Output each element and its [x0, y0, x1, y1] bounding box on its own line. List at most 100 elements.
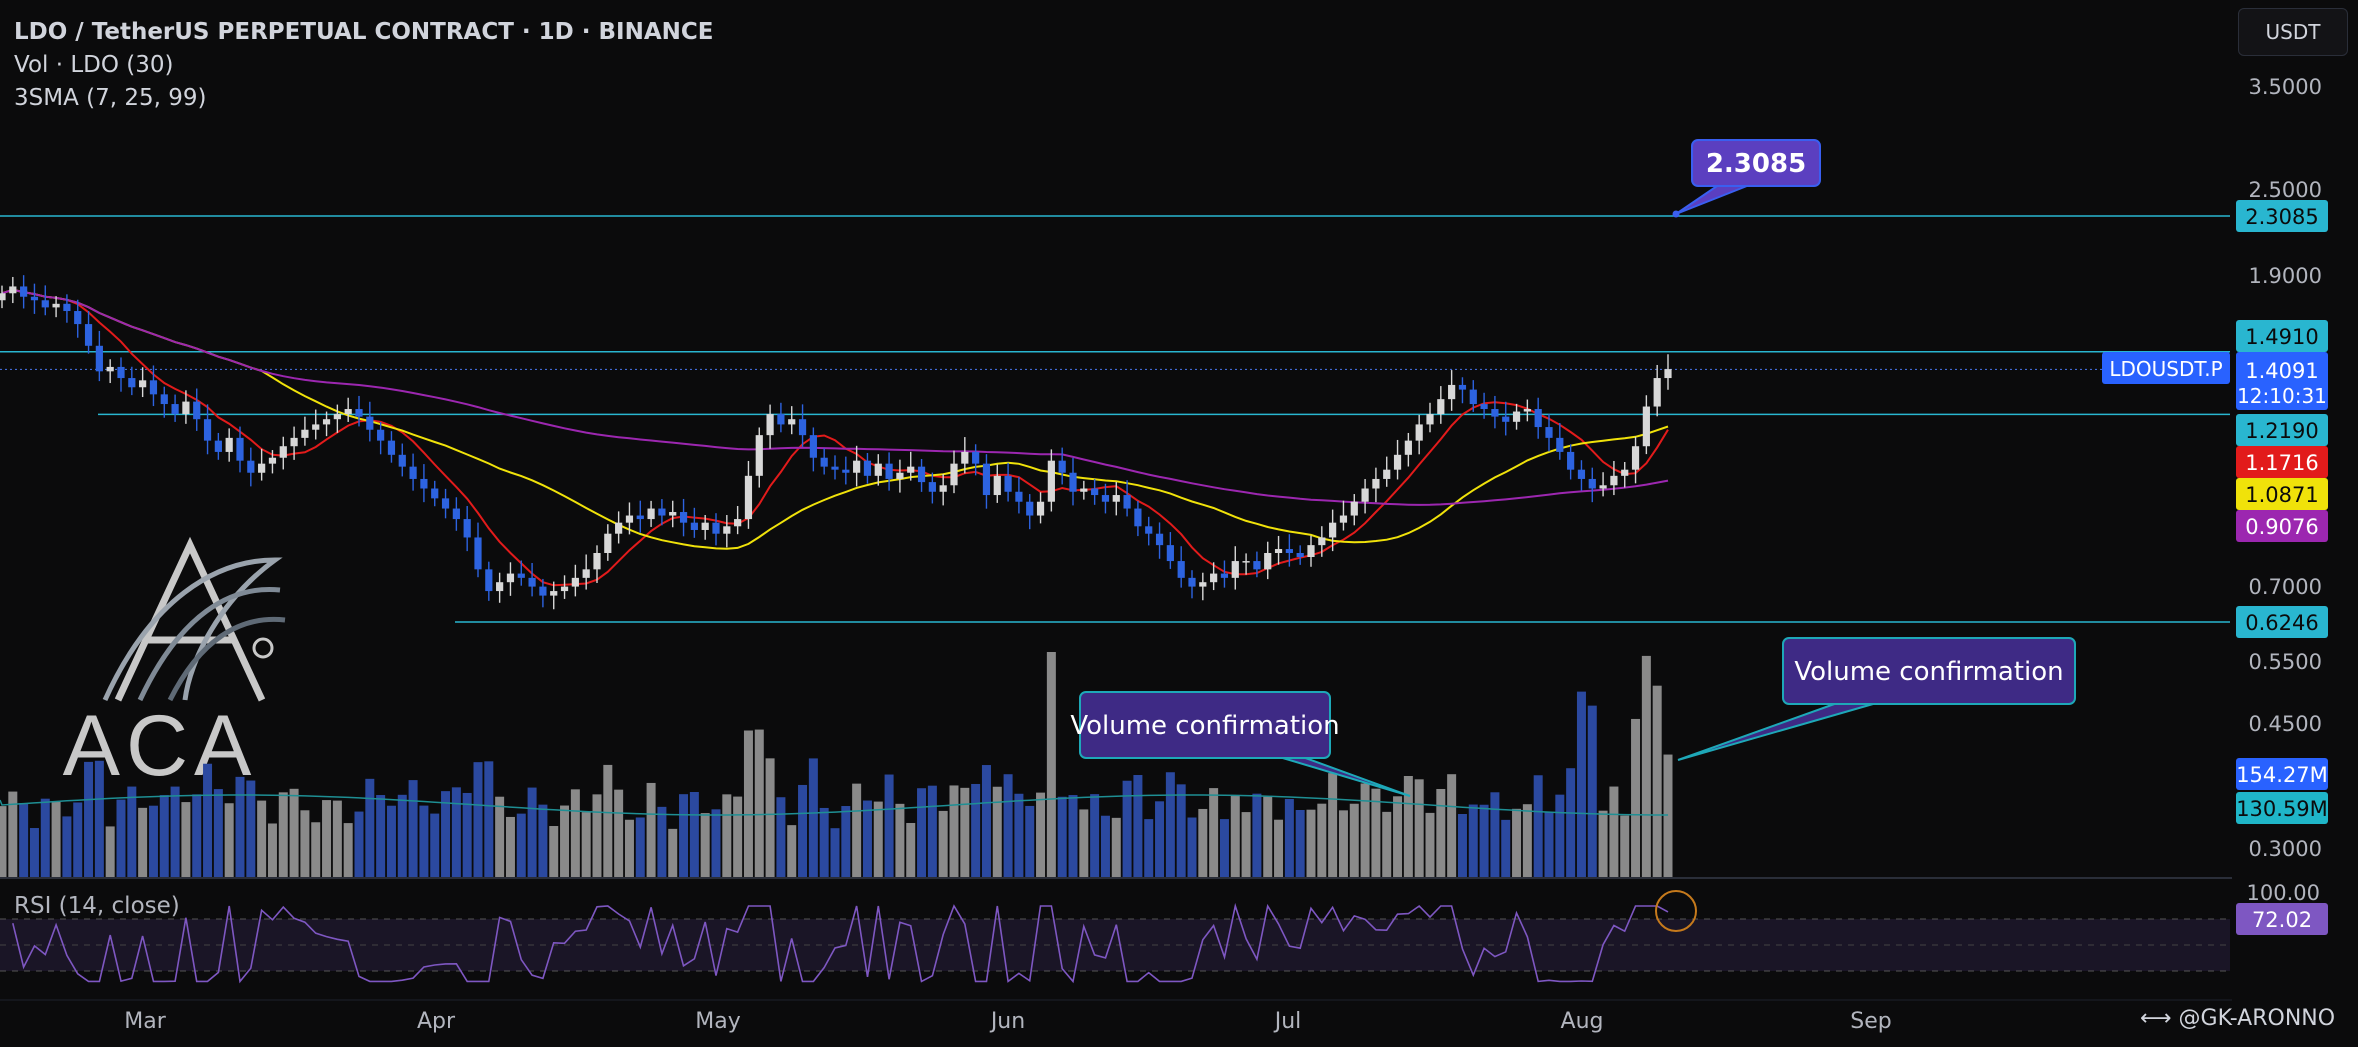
- volume-bar: [1003, 774, 1013, 877]
- candle: [679, 498, 688, 537]
- volume-indicator-label[interactable]: Vol · LDO (30): [14, 52, 174, 78]
- volume-bar: [765, 758, 775, 877]
- volume-bar: [1609, 786, 1619, 877]
- candle: [972, 444, 980, 476]
- volume-bar: [1014, 793, 1024, 877]
- sma-indicator-label[interactable]: 3SMA (7, 25, 99): [14, 85, 207, 111]
- candle: [1058, 447, 1066, 485]
- volume-bar: [430, 813, 440, 877]
- candle: [809, 427, 817, 472]
- time-tick: Aug: [1561, 1009, 1604, 1034]
- volume-bar: [646, 782, 656, 877]
- candle: [485, 561, 493, 601]
- candle: [582, 554, 590, 590]
- candle: [1393, 439, 1402, 480]
- sma99-line: [1, 288, 1669, 506]
- volume-bar: [94, 760, 104, 877]
- candle: [420, 464, 428, 503]
- sma25-tag-bg: [2236, 478, 2328, 510]
- volume-bar: [787, 825, 797, 877]
- volume-bar: [192, 794, 202, 877]
- link-icon: ⟷: [2140, 1006, 2179, 1031]
- candle: [1296, 545, 1304, 565]
- volume-bar: [1522, 804, 1532, 877]
- volume-bar: [19, 803, 29, 877]
- rsi-pane: [0, 890, 2230, 984]
- candle: [788, 406, 796, 435]
- candle: [344, 397, 352, 422]
- volume-bar: [40, 798, 50, 877]
- sma25-line: [1, 288, 1669, 550]
- candle: [1004, 462, 1012, 502]
- candle: [1426, 402, 1434, 433]
- volume-bar: [376, 795, 386, 877]
- volume-bar: [1111, 817, 1121, 877]
- volume-bar: [1501, 819, 1511, 877]
- candle: [398, 443, 406, 477]
- volume-bar: [354, 811, 364, 877]
- candle: [863, 453, 872, 484]
- candle: [723, 515, 731, 548]
- candle: [236, 426, 244, 473]
- candle: [431, 480, 439, 507]
- volume-bar: [1587, 705, 1597, 877]
- currency-button[interactable]: USDT: [2238, 8, 2348, 56]
- aca-logo: ACA: [63, 536, 286, 794]
- level-tag-0-6246-bg: [2236, 606, 2328, 638]
- volume-bar: [484, 761, 494, 877]
- volume-bar: [895, 803, 905, 877]
- volume-bar: [1631, 718, 1641, 877]
- volume-bar: [1090, 794, 1100, 877]
- candle: [798, 404, 807, 447]
- volume-bar: [516, 813, 526, 877]
- volume-bar: [592, 794, 602, 877]
- volume-bar: [1036, 792, 1046, 877]
- volume-bar: [1360, 783, 1370, 877]
- candle: [182, 390, 190, 424]
- volume-bar: [441, 791, 451, 877]
- rsi-indicator-label[interactable]: RSI (14, close): [14, 893, 180, 919]
- candle: [1318, 526, 1326, 557]
- candle: [63, 294, 71, 323]
- candle: [1534, 397, 1542, 439]
- volume-bar: [1652, 685, 1662, 877]
- volume-callout-left: Volume confirmation: [1070, 691, 1411, 797]
- volume-bar: [1468, 804, 1478, 877]
- symbol-title: LDO / TetherUS PERPETUAL CONTRACT · 1D ·…: [14, 19, 714, 45]
- candle: [993, 464, 1001, 503]
- candle: [907, 451, 915, 481]
- volume-bar: [0, 806, 7, 877]
- candle: [1339, 500, 1348, 531]
- price-tick: 0.7000: [2249, 575, 2322, 599]
- volume-bar: [657, 806, 667, 877]
- volume-bar: [776, 797, 786, 877]
- volume-bar: [1025, 805, 1035, 877]
- candle: [528, 562, 536, 597]
- candle: [874, 454, 882, 486]
- candle: [690, 507, 698, 538]
- candle: [268, 450, 277, 474]
- volume-bar: [1176, 784, 1186, 877]
- candle: [604, 524, 612, 561]
- volume-bar: [235, 776, 245, 877]
- volume-bar: [560, 805, 570, 877]
- volume-bar: [116, 799, 126, 877]
- volume-bar: [148, 805, 158, 877]
- watermark-text: @GK-ARONNO: [2178, 1006, 2336, 1031]
- volume-bar: [1512, 808, 1522, 877]
- last-price-tag-bg: [2236, 352, 2328, 410]
- volume-bar: [884, 774, 894, 877]
- volume-bar: [1620, 815, 1630, 877]
- candle: [1588, 467, 1596, 503]
- candle: [1069, 457, 1077, 506]
- candle: [755, 427, 763, 488]
- volume-bar: [1663, 754, 1673, 877]
- volume-bar: [917, 788, 927, 877]
- sma99-tag: 0.9076: [2245, 515, 2318, 539]
- candle: [193, 388, 201, 431]
- candle: [301, 416, 309, 446]
- candle: [84, 311, 93, 354]
- candle: [9, 276, 17, 304]
- candle: [1080, 480, 1088, 500]
